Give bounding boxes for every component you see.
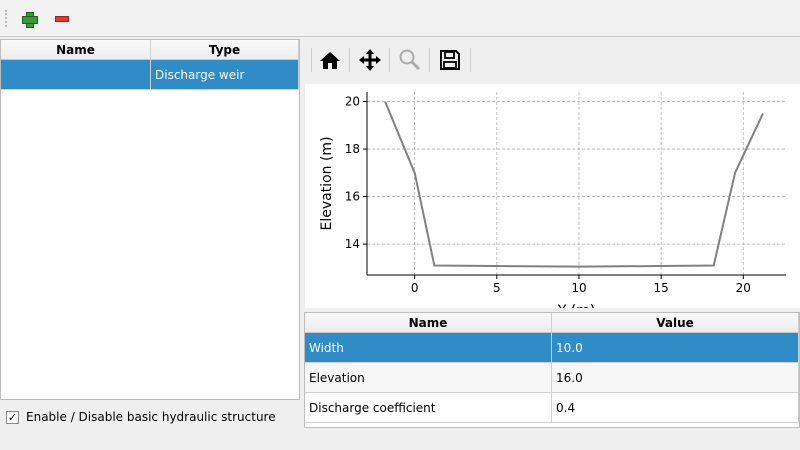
zoom-icon [399, 49, 421, 71]
cell-name[interactable]: Discharge coefficient [305, 393, 552, 422]
remove-structure-button[interactable] [52, 9, 72, 29]
column-header-name[interactable]: Name [1, 40, 151, 59]
y-tick-label: 18 [345, 142, 360, 156]
x-tick-label: 0 [411, 281, 419, 295]
x-tick-label: 15 [653, 281, 668, 295]
cell-value[interactable]: 0.4 [552, 393, 799, 422]
main-toolbar [0, 0, 800, 37]
y-tick-label: 20 [345, 95, 360, 109]
table-row[interactable]: Discharge coefficient 0.4 [305, 393, 799, 423]
home-icon [320, 52, 340, 69]
cell-name[interactable] [1, 60, 151, 89]
cell-value[interactable]: 10.0 [552, 333, 799, 362]
cell-value[interactable]: 16.0 [552, 363, 799, 392]
home-button[interactable] [317, 48, 343, 72]
add-structure-button[interactable] [19, 9, 39, 29]
table-row[interactable]: Elevation 16.0 [305, 363, 799, 393]
table-row[interactable]: Width 10.0 [305, 333, 799, 363]
zoom-button[interactable] [397, 48, 423, 72]
cell-type[interactable]: Discharge weir [151, 60, 299, 89]
chart-svg: 0 5 10 15 20 14 16 18 20 Elevation (m) Y (m) [319, 92, 786, 308]
cell-name[interactable]: Width [305, 333, 552, 362]
y-tick-label: 14 [345, 237, 360, 251]
x-tick-label: 20 [736, 281, 751, 295]
pan-icon [359, 49, 381, 71]
column-header-value[interactable]: Value [552, 313, 799, 332]
x-axis-label: Y (m) [557, 303, 596, 308]
x-tick-label: 10 [571, 281, 586, 295]
y-tick-label: 16 [345, 190, 360, 204]
parameters-table: Name Value Width 10.0 Elevation 16.0 Dis… [304, 312, 800, 428]
cross-section-plot[interactable]: 0 5 10 15 20 14 16 18 20 Elevation (m) Y (m) [305, 84, 800, 308]
toolbar-grip[interactable] [5, 10, 9, 27]
column-header-type[interactable]: Type [151, 40, 299, 59]
structures-table: Name Type Discharge weir [0, 39, 300, 400]
minus-icon [55, 16, 69, 22]
y-axis-label: Elevation (m) [319, 136, 335, 230]
column-header-name[interactable]: Name [305, 313, 552, 332]
enable-structure-checkbox[interactable]: ✓ Enable / Disable basic hydraulic struc… [6, 410, 276, 424]
plot-toolbar [305, 40, 800, 82]
checkbox-label: Enable / Disable basic hydraulic structu… [26, 410, 276, 424]
cell-name[interactable]: Elevation [305, 363, 552, 392]
plus-icon [22, 12, 38, 28]
table-row[interactable]: Discharge weir [1, 60, 299, 90]
x-tick-label: 5 [493, 281, 501, 295]
checkbox-box[interactable]: ✓ [6, 410, 19, 424]
save-button[interactable] [437, 48, 463, 72]
elevation-line [384, 101, 764, 268]
save-icon [440, 50, 460, 70]
pan-button[interactable] [357, 48, 383, 72]
